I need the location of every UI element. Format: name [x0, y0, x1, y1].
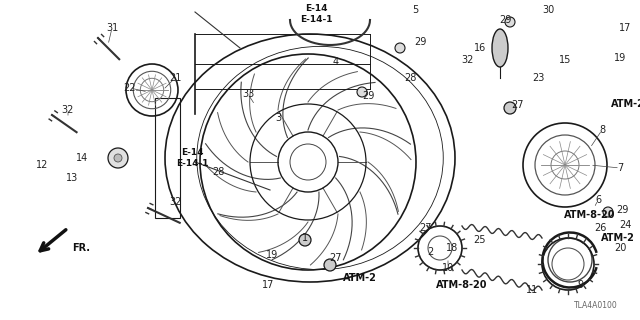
- Circle shape: [505, 17, 515, 27]
- Text: 17: 17: [619, 23, 631, 33]
- Text: 8: 8: [599, 125, 605, 135]
- Text: 31: 31: [106, 23, 118, 33]
- Text: 14: 14: [76, 153, 88, 163]
- Text: 28: 28: [212, 167, 224, 177]
- Text: 16: 16: [474, 43, 486, 53]
- Ellipse shape: [492, 29, 508, 67]
- Text: 22: 22: [124, 83, 136, 93]
- Circle shape: [357, 87, 367, 97]
- Text: ATM-2: ATM-2: [343, 273, 377, 283]
- Text: FR.: FR.: [72, 243, 90, 253]
- Text: 5: 5: [412, 5, 418, 15]
- Circle shape: [108, 148, 128, 168]
- Text: 18: 18: [446, 243, 458, 253]
- Text: 27: 27: [329, 253, 341, 263]
- Text: 32: 32: [169, 197, 181, 207]
- Text: TLA4A0100: TLA4A0100: [574, 300, 618, 309]
- Text: 11: 11: [526, 285, 538, 295]
- Text: 29: 29: [499, 15, 511, 25]
- Circle shape: [504, 102, 516, 114]
- Text: 27: 27: [419, 223, 431, 233]
- Text: 25: 25: [474, 235, 486, 245]
- Text: 29: 29: [362, 91, 374, 101]
- Text: ATM-2: ATM-2: [601, 233, 635, 243]
- Text: 33: 33: [242, 89, 254, 99]
- Circle shape: [324, 259, 336, 271]
- Circle shape: [114, 154, 122, 162]
- Text: 10: 10: [442, 263, 454, 273]
- Circle shape: [395, 43, 405, 53]
- Text: 32: 32: [461, 55, 473, 65]
- Text: 27: 27: [512, 100, 524, 110]
- Text: 13: 13: [66, 173, 78, 183]
- Text: 12: 12: [36, 160, 48, 170]
- Text: ATM-2: ATM-2: [611, 99, 640, 109]
- Text: 1: 1: [302, 233, 308, 243]
- Text: ATM-8-20: ATM-8-20: [436, 280, 488, 290]
- Text: E-14
E-14-1: E-14 E-14-1: [300, 4, 332, 24]
- Text: 15: 15: [559, 55, 571, 65]
- Text: 17: 17: [262, 280, 274, 290]
- Text: 29: 29: [414, 37, 426, 47]
- Text: 30: 30: [542, 5, 554, 15]
- Text: 19: 19: [266, 250, 278, 260]
- Text: 19: 19: [614, 53, 626, 63]
- Text: 24: 24: [619, 220, 631, 230]
- Text: 32: 32: [62, 105, 74, 115]
- Text: 28: 28: [404, 73, 416, 83]
- Text: 2: 2: [427, 247, 433, 257]
- Text: 6: 6: [595, 195, 601, 205]
- Text: 3: 3: [275, 113, 281, 123]
- Text: 7: 7: [617, 163, 623, 173]
- Text: 23: 23: [532, 73, 544, 83]
- Text: 4: 4: [333, 57, 339, 67]
- Text: ATM-8-20: ATM-8-20: [564, 210, 616, 220]
- Circle shape: [603, 207, 613, 217]
- Text: E-14
E-14-1: E-14 E-14-1: [176, 148, 208, 168]
- Circle shape: [299, 234, 311, 246]
- Text: 29: 29: [616, 205, 628, 215]
- Text: 9: 9: [577, 280, 583, 290]
- Text: 20: 20: [614, 243, 626, 253]
- Text: 21: 21: [169, 73, 181, 83]
- Text: 26: 26: [594, 223, 606, 233]
